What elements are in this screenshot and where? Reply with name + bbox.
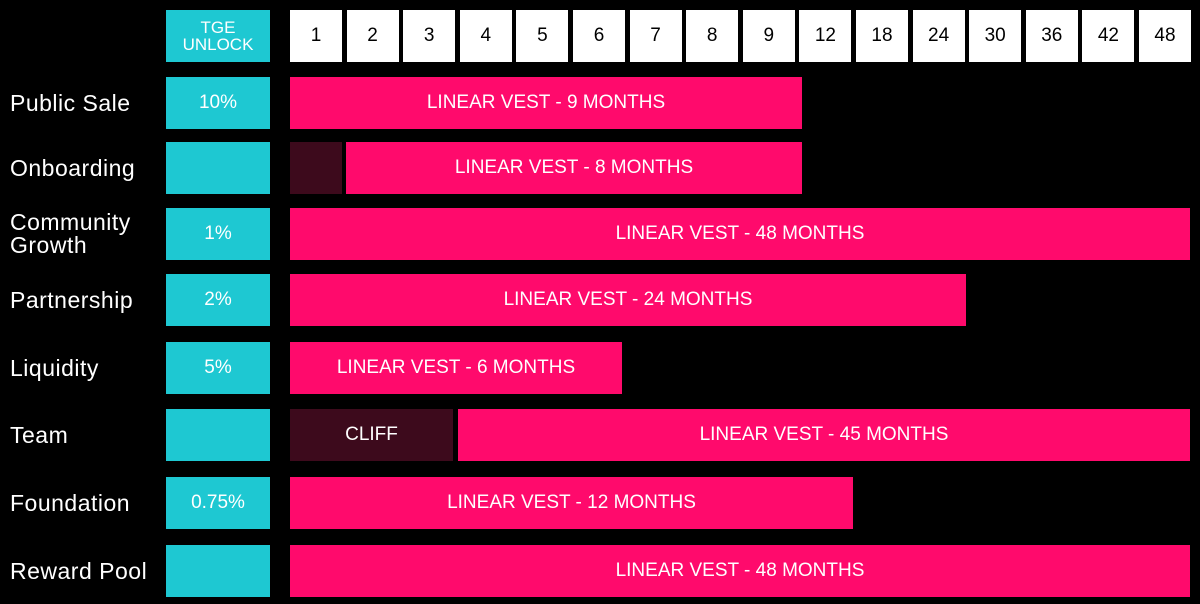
month-header: 3 — [403, 10, 456, 62]
vesting-bar: LINEAR VEST - 48 MONTHS — [290, 208, 1190, 260]
row-label: Public Sale — [10, 89, 131, 116]
month-header: 18 — [856, 10, 908, 62]
row-label: Onboarding — [10, 154, 136, 181]
month-header: 12 — [799, 10, 852, 62]
tge-cell: 0.75% — [166, 477, 270, 529]
tge-cell: 1% — [166, 208, 270, 260]
vesting-bar: LINEAR VEST - 6 MONTHS — [290, 342, 622, 394]
month-header: 2 — [346, 10, 399, 62]
month-header: 7 — [629, 10, 682, 62]
vesting-bar: LINEAR VEST - 45 MONTHS — [458, 409, 1190, 461]
vesting-bar: LINEAR VEST - 9 MONTHS — [290, 77, 802, 129]
row-label: Community Growth — [10, 209, 131, 258]
tge-header: TGE UNLOCK — [166, 10, 270, 62]
month-header: 24 — [912, 10, 965, 62]
row-label: Foundation — [10, 489, 131, 516]
month-header: 30 — [969, 10, 1022, 62]
row-label: Liquidity — [10, 354, 99, 381]
tge-cell — [166, 545, 270, 597]
row-label: Partnership — [10, 286, 134, 313]
month-header: 36 — [1025, 10, 1078, 62]
month-header: 4 — [459, 10, 512, 62]
vesting-bar: LINEAR VEST - 12 MONTHS — [290, 477, 853, 529]
vesting-bar: LINEAR VEST - 8 MONTHS — [346, 142, 802, 194]
vesting-bar: LINEAR VEST - 48 MONTHS — [290, 545, 1190, 597]
tge-cell — [166, 409, 270, 461]
tge-cell — [166, 142, 270, 194]
tge-cell: 10% — [166, 77, 270, 129]
month-header: 42 — [1082, 10, 1135, 62]
month-header: 5 — [516, 10, 569, 62]
vesting-bar — [290, 142, 342, 194]
month-header: 48 — [1139, 10, 1191, 62]
month-header: 9 — [742, 10, 795, 62]
vesting-bar: LINEAR VEST - 24 MONTHS — [290, 274, 966, 326]
row-label: Team — [10, 421, 69, 448]
month-header: 8 — [686, 10, 739, 62]
row-label: Reward Pool — [10, 557, 148, 584]
tge-cell: 2% — [166, 274, 270, 326]
month-header: 6 — [573, 10, 625, 62]
tge-cell: 5% — [166, 342, 270, 394]
month-header: 1 — [290, 10, 342, 62]
vesting-bar: CLIFF — [290, 409, 453, 461]
